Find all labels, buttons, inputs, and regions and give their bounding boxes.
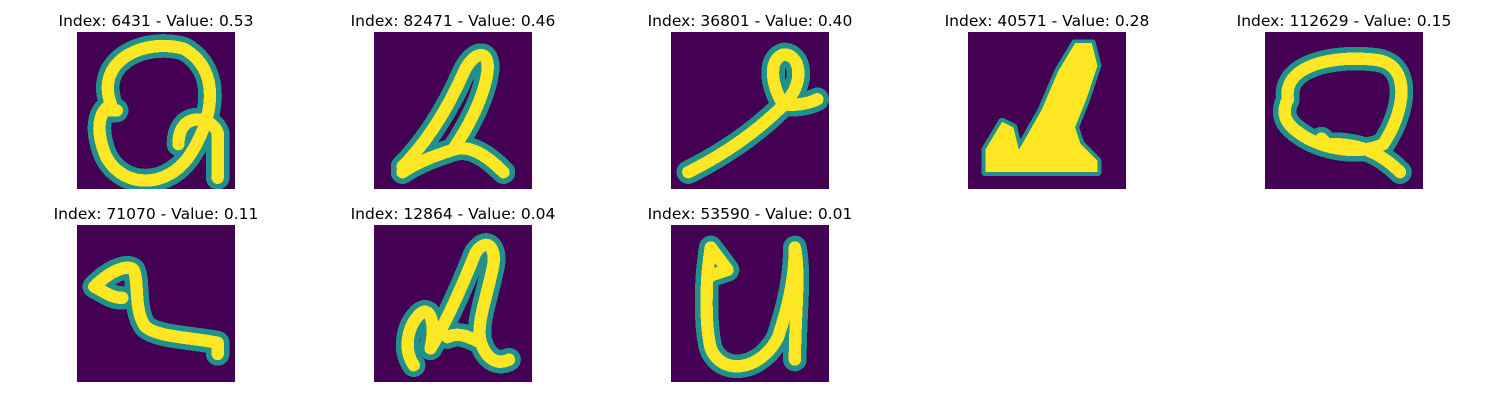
character-image xyxy=(374,225,532,382)
character-image xyxy=(968,32,1126,189)
panel-title: Index: 40571 - Value: 0.28 xyxy=(944,12,1150,30)
panel-title: Index: 71070 - Value: 0.11 xyxy=(53,205,259,223)
image-panel: Index: 71070 - Value: 0.11 xyxy=(36,203,276,382)
character-image xyxy=(374,32,532,189)
character-image xyxy=(671,32,829,189)
image-panel: Index: 6431 - Value: 0.53 xyxy=(36,10,276,189)
character-image xyxy=(77,225,235,382)
panel-title: Index: 112629 - Value: 0.15 xyxy=(1236,12,1452,30)
image-panel: Index: 53590 - Value: 0.01 xyxy=(630,203,870,382)
image-panel: Index: 82471 - Value: 0.46 xyxy=(333,10,573,189)
character-image xyxy=(77,32,235,189)
panel-title: Index: 12864 - Value: 0.04 xyxy=(350,205,556,223)
character-image xyxy=(671,225,829,382)
image-panel: Index: 40571 - Value: 0.28 xyxy=(927,10,1167,189)
panel-title: Index: 53590 - Value: 0.01 xyxy=(647,205,853,223)
panel-title: Index: 36801 - Value: 0.40 xyxy=(647,12,853,30)
character-image xyxy=(1265,32,1423,189)
image-panel: Index: 36801 - Value: 0.40 xyxy=(630,10,870,189)
panel-title: Index: 82471 - Value: 0.46 xyxy=(350,12,556,30)
image-panel: Index: 112629 - Value: 0.15 xyxy=(1224,10,1464,189)
panel-title: Index: 6431 - Value: 0.53 xyxy=(58,12,254,30)
image-panel: Index: 12864 - Value: 0.04 xyxy=(333,203,573,382)
